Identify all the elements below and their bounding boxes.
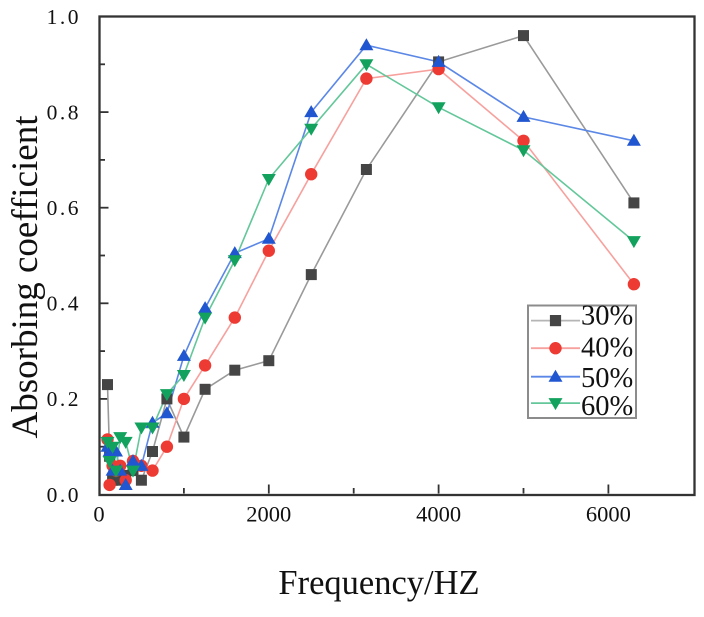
svg-text:0.0: 0.0 [47,483,81,507]
svg-text:6000: 6000 [586,501,631,526]
svg-text:4000: 4000 [416,501,461,526]
svg-text:1.0: 1.0 [47,5,81,29]
svg-text:0.4: 0.4 [47,292,81,316]
svg-text:0.6: 0.6 [47,196,81,220]
svg-text:50%: 50% [581,363,633,394]
svg-text:30%: 30% [581,301,633,332]
svg-text:40%: 40% [581,332,633,363]
svg-text:0.8: 0.8 [47,100,81,124]
svg-text:Absorbing coefficient: Absorbing coefficient [5,115,46,439]
svg-text:0: 0 [93,501,104,526]
svg-text:60%: 60% [581,391,633,422]
svg-text:Frequency/HZ: Frequency/HZ [278,564,479,602]
svg-text:0.2: 0.2 [47,387,81,411]
svg-text:2000: 2000 [246,501,291,526]
